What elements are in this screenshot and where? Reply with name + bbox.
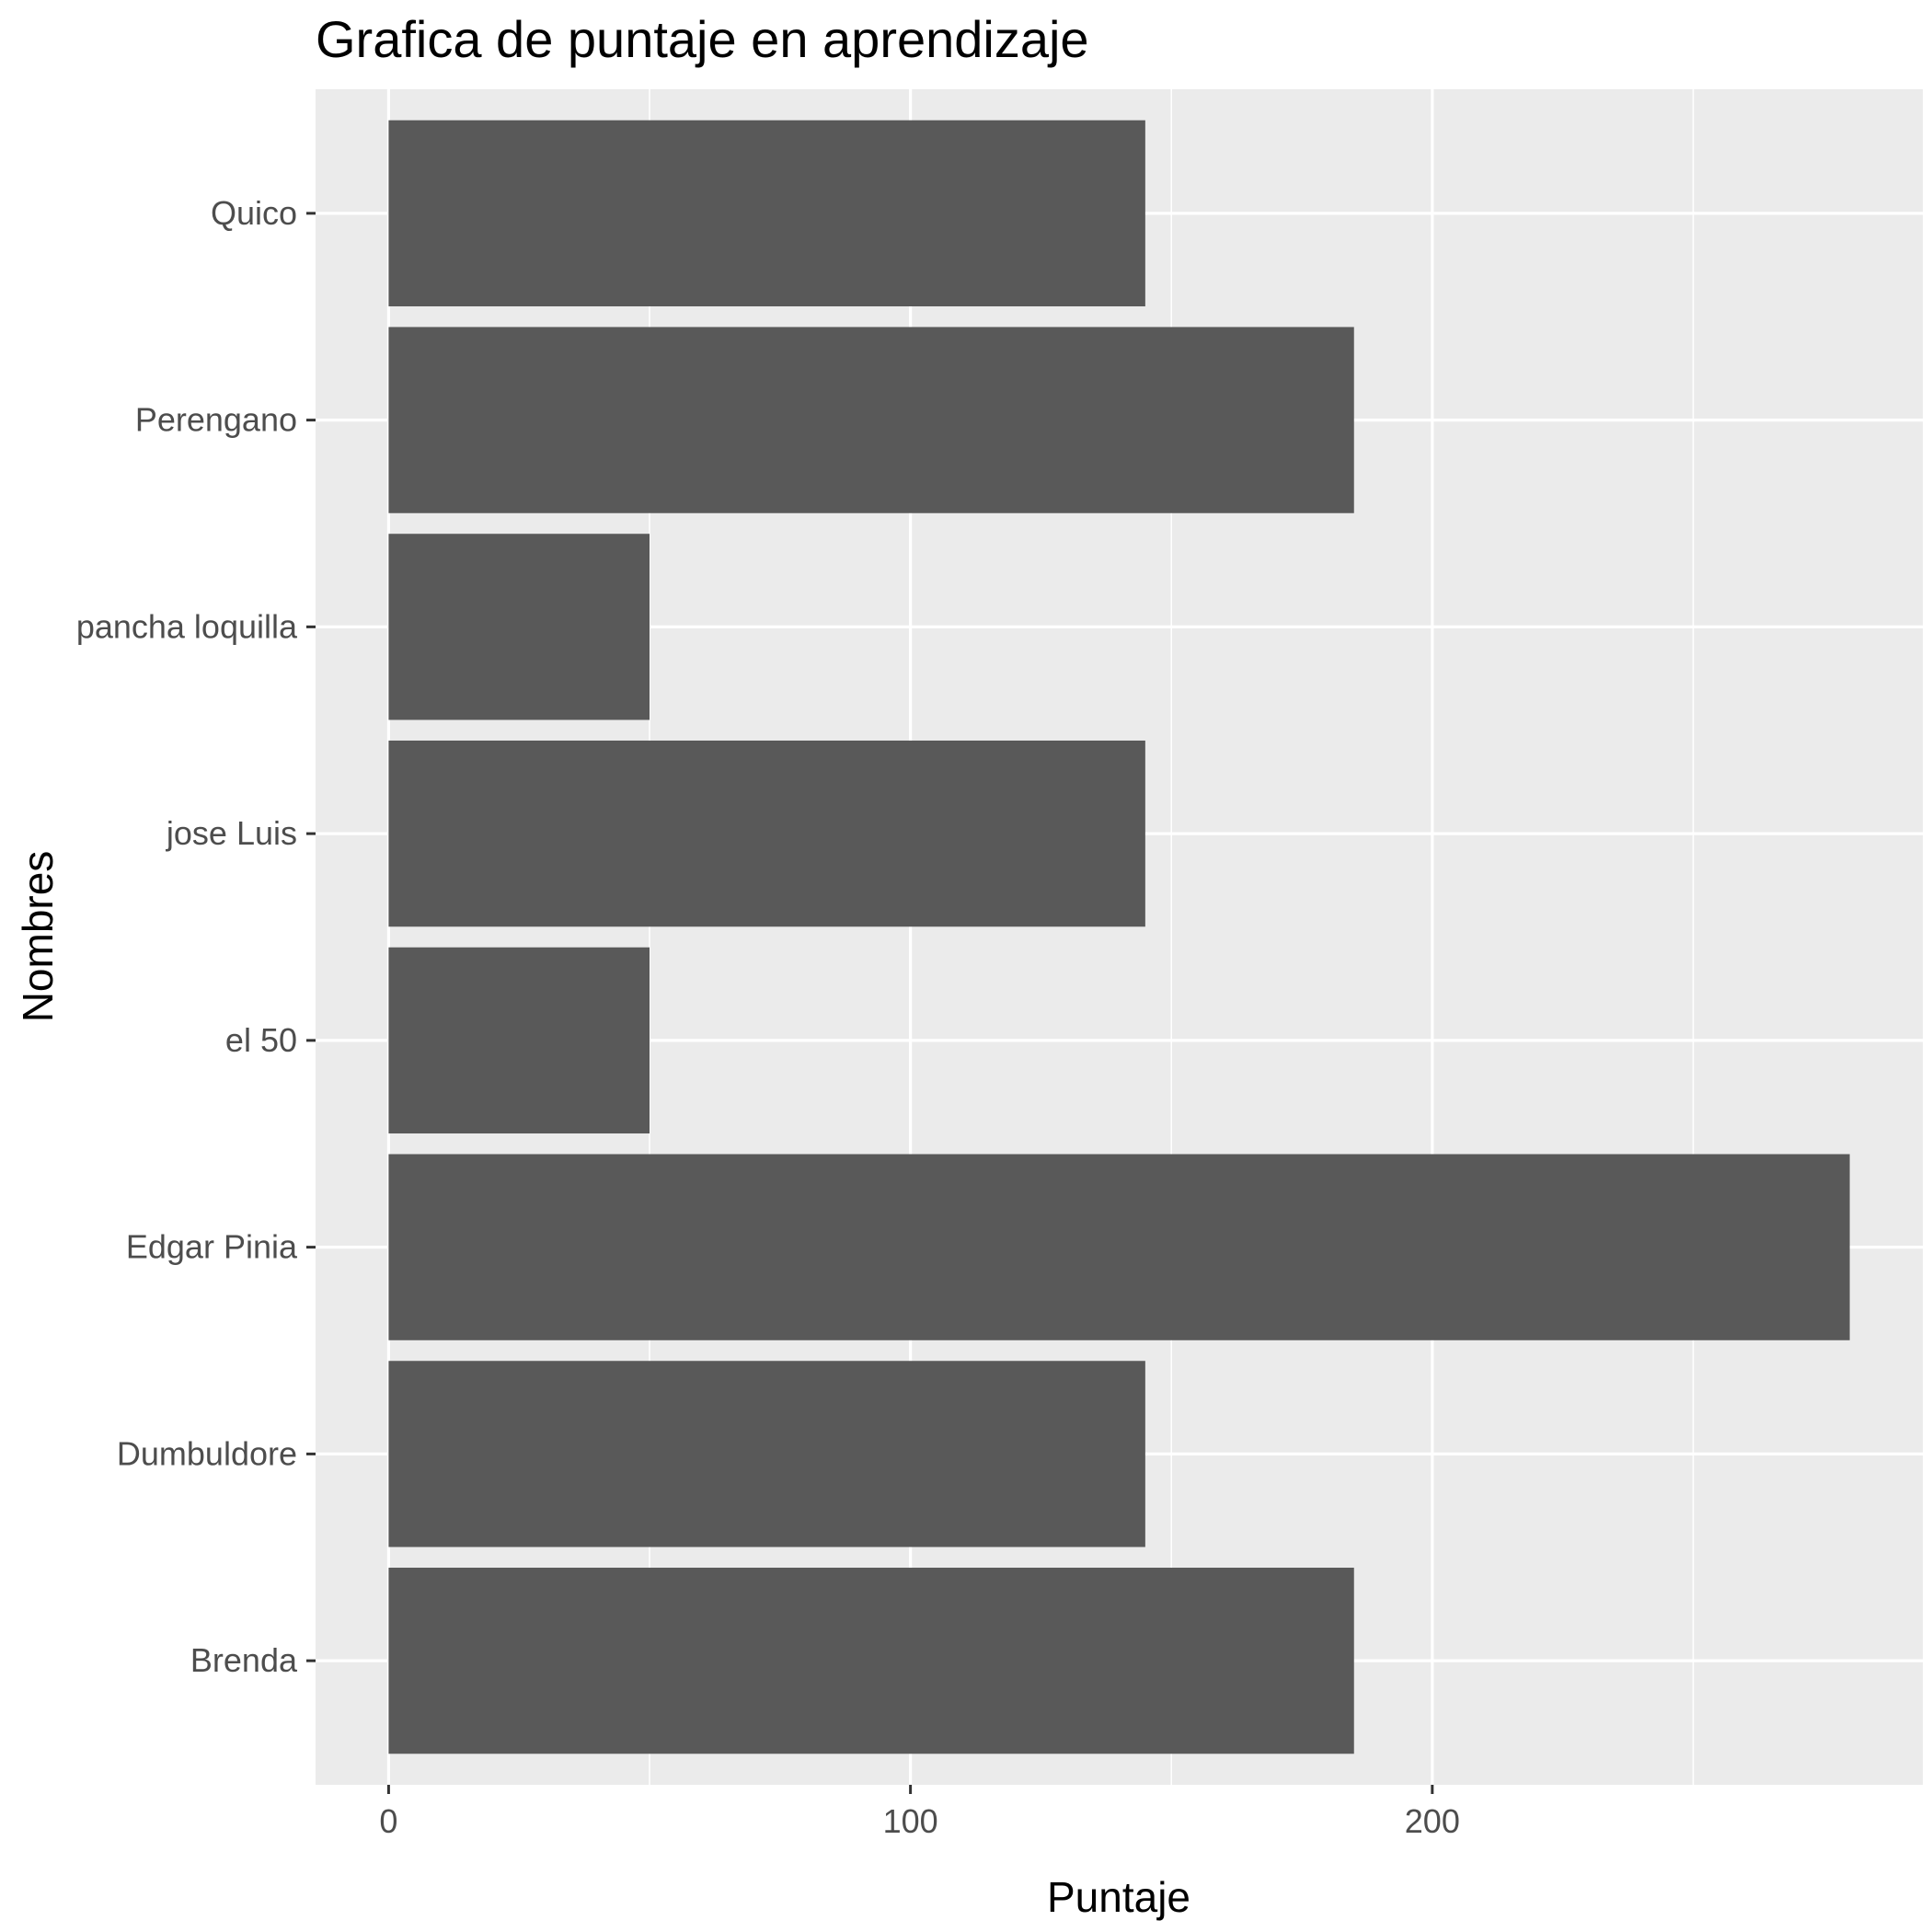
bar (388, 1154, 1850, 1340)
bar (388, 1361, 1145, 1547)
bar (388, 740, 1145, 927)
bar (388, 1568, 1354, 1754)
x-axis-title: Puntaje (1047, 1873, 1190, 1921)
bar (388, 120, 1145, 306)
y-tick-label: Edgar Pinia (126, 1228, 298, 1266)
bar (388, 534, 650, 720)
y-tick-label: jose Luis (166, 814, 297, 852)
x-tick-label: 0 (379, 1802, 397, 1840)
y-tick-label: el 50 (225, 1021, 297, 1059)
y-tick-label: Brenda (190, 1641, 298, 1679)
x-tick-label: 200 (1405, 1802, 1460, 1840)
y-axis: Brenda Dumbuldore Edgar Pinia el 50 jose Lui… (76, 194, 316, 1679)
bar (388, 947, 650, 1134)
y-tick-label: Perengano (135, 401, 297, 439)
bar (388, 327, 1354, 513)
x-tick-label: 100 (883, 1802, 938, 1840)
y-tick-label: Dumbuldore (117, 1434, 297, 1472)
y-tick-label: Quico (211, 194, 297, 232)
bars (388, 120, 1850, 1754)
y-tick-label: pancha loquilla (76, 607, 298, 645)
chart-title: Grafica de puntaje en aprendizaje (316, 10, 1089, 68)
x-axis: 0 100 200 (379, 1785, 1460, 1840)
y-axis-title: Nombres (14, 851, 62, 1023)
